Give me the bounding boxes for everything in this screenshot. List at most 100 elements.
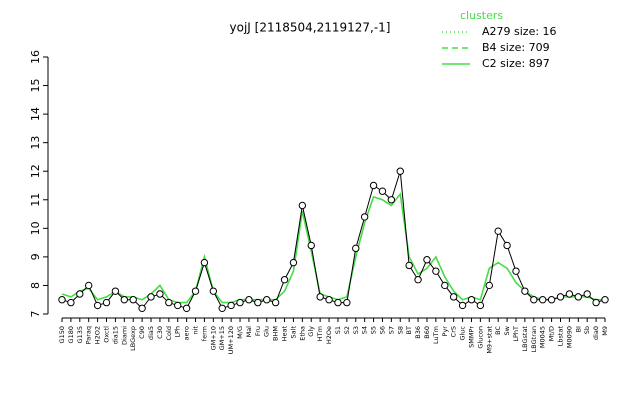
point <box>458 301 467 310</box>
legend-label: B4 size: 709 <box>482 41 550 54</box>
x-tick-label: Oxctl <box>103 326 111 343</box>
y-tick-label: 13 <box>29 136 42 150</box>
x-tick-label: dia15 <box>111 326 119 344</box>
x-tick-label: LPh <box>174 326 182 338</box>
point <box>476 301 485 310</box>
x-tick-label: LBGstat <box>521 326 529 352</box>
point <box>200 258 209 267</box>
x-tick-label: Heat <box>281 326 289 342</box>
legend-label: A279 size: 16 <box>482 25 557 38</box>
point <box>449 293 458 301</box>
x-tick-label: UM+120 <box>227 326 235 354</box>
x-tick-label: Sb <box>583 326 591 334</box>
x-tick-label: Etha <box>298 326 306 341</box>
x-tick-label: LuTm <box>432 326 440 344</box>
x-tick-label: Pyr <box>441 326 449 337</box>
chart-title: yojJ [2118504,2119127,-1] <box>230 21 391 35</box>
x-tick-label: HTm <box>316 326 324 341</box>
x-tick-label: S4 <box>361 326 369 334</box>
x-tick-label: Mt/D <box>548 326 556 341</box>
x-tick-label: C90 <box>138 326 146 339</box>
point <box>209 287 218 295</box>
point <box>245 296 253 304</box>
point <box>521 287 529 295</box>
point <box>165 298 173 307</box>
point <box>120 296 129 304</box>
legend-title: clusters <box>460 9 503 22</box>
point <box>289 258 298 267</box>
point <box>565 290 574 298</box>
point <box>369 181 378 190</box>
x-tick-label: S3 <box>352 326 360 334</box>
x-tick-label: M9 <box>601 326 609 336</box>
point <box>396 167 404 175</box>
x-tick-label: nit <box>192 326 200 335</box>
x-tick-label: GM+15 <box>218 326 226 350</box>
x-tick-label: G180 <box>67 326 75 343</box>
y-tick-label: 14 <box>29 107 42 121</box>
x-tick-label: BC <box>494 326 502 335</box>
point <box>316 293 324 301</box>
point <box>512 267 520 275</box>
point <box>227 301 235 310</box>
x-tick-label: LBGtran <box>530 326 538 352</box>
point <box>129 296 137 304</box>
point <box>503 241 511 250</box>
point <box>352 244 360 253</box>
x-tick-label: S2 <box>343 326 351 334</box>
x-tick-label: Mal <box>245 326 253 338</box>
y-tick-label: 10 <box>29 221 42 235</box>
point <box>530 296 538 304</box>
x-tick-label: Glucon <box>476 326 484 349</box>
point <box>147 293 155 301</box>
x-tick-label: B36 <box>414 326 422 339</box>
point <box>191 287 200 295</box>
x-tick-label: Gluc <box>459 326 467 341</box>
point <box>307 241 315 250</box>
x-tick-label: C30 <box>156 326 164 339</box>
point <box>334 298 342 307</box>
x-tick-label: dia5 <box>147 326 155 340</box>
point <box>236 298 244 307</box>
point <box>298 201 307 210</box>
x-tick-label: S7 <box>387 326 395 334</box>
point <box>280 276 289 284</box>
point <box>174 301 182 310</box>
y-tick-label: 7 <box>29 311 42 318</box>
x-tick-label: BI <box>574 326 582 332</box>
x-tick-label: S8 <box>396 326 404 334</box>
point <box>423 256 431 264</box>
point <box>583 290 591 298</box>
x-tick-label: LBGexp <box>129 326 137 351</box>
point <box>378 187 387 195</box>
point <box>76 290 84 298</box>
x-tick-label: Gly <box>307 326 315 337</box>
point <box>85 281 93 290</box>
point <box>58 296 66 304</box>
point <box>138 304 146 312</box>
point <box>218 304 226 312</box>
x-tick-label: Cold <box>165 326 173 340</box>
y-tick-label: 8 <box>29 282 42 289</box>
x-tick-label: M0090 <box>565 326 573 348</box>
x-tick-label: S6 <box>378 326 386 334</box>
series-line <box>61 192 605 304</box>
x-tick-label: Salt <box>289 326 297 339</box>
x-tick-label: B60 <box>423 326 431 339</box>
y-tick-label: 11 <box>29 193 42 207</box>
x-tick-label: BT <box>405 326 413 334</box>
y-tick-label: 12 <box>29 164 42 178</box>
point <box>556 293 565 301</box>
x-tick-label: LPhT <box>512 326 520 342</box>
x-tick-label: Fru <box>254 326 262 336</box>
point <box>111 287 120 295</box>
x-tick-label: SMMPr <box>467 326 475 348</box>
plot-area <box>48 57 610 314</box>
x-tick-label: aero <box>183 326 191 341</box>
point <box>263 296 271 304</box>
point <box>601 296 609 304</box>
x-tick-label: Diami <box>120 326 128 345</box>
point <box>360 213 369 221</box>
x-tick-label: M9+stat <box>485 326 493 354</box>
